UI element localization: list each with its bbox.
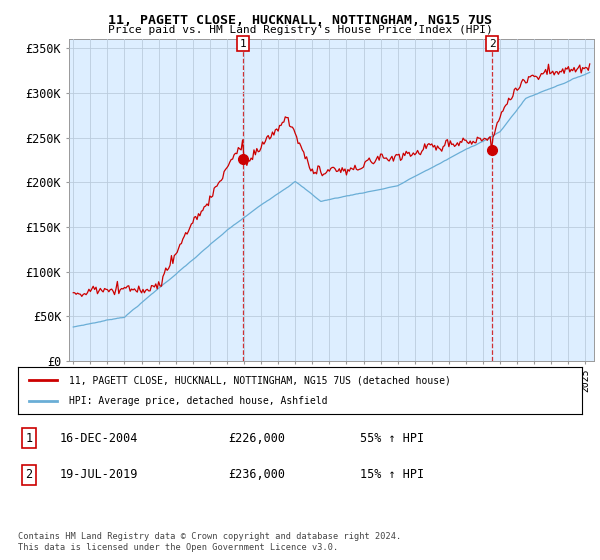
- Text: 1: 1: [240, 39, 247, 49]
- Text: Contains HM Land Registry data © Crown copyright and database right 2024.
This d: Contains HM Land Registry data © Crown c…: [18, 532, 401, 552]
- Text: 55% ↑ HPI: 55% ↑ HPI: [360, 432, 424, 445]
- Text: 16-DEC-2004: 16-DEC-2004: [60, 432, 139, 445]
- Text: 11, PAGETT CLOSE, HUCKNALL, NOTTINGHAM, NG15 7US (detached house): 11, PAGETT CLOSE, HUCKNALL, NOTTINGHAM, …: [69, 375, 451, 385]
- Text: £226,000: £226,000: [228, 432, 285, 445]
- Text: £236,000: £236,000: [228, 468, 285, 481]
- Text: 15% ↑ HPI: 15% ↑ HPI: [360, 468, 424, 481]
- Text: 19-JUL-2019: 19-JUL-2019: [60, 468, 139, 481]
- Text: Price paid vs. HM Land Registry's House Price Index (HPI): Price paid vs. HM Land Registry's House …: [107, 25, 493, 35]
- Text: 11, PAGETT CLOSE, HUCKNALL, NOTTINGHAM, NG15 7US: 11, PAGETT CLOSE, HUCKNALL, NOTTINGHAM, …: [108, 14, 492, 27]
- Text: HPI: Average price, detached house, Ashfield: HPI: Average price, detached house, Ashf…: [69, 396, 327, 406]
- Text: 2: 2: [25, 468, 32, 481]
- Text: 1: 1: [25, 432, 32, 445]
- Text: 2: 2: [489, 39, 496, 49]
